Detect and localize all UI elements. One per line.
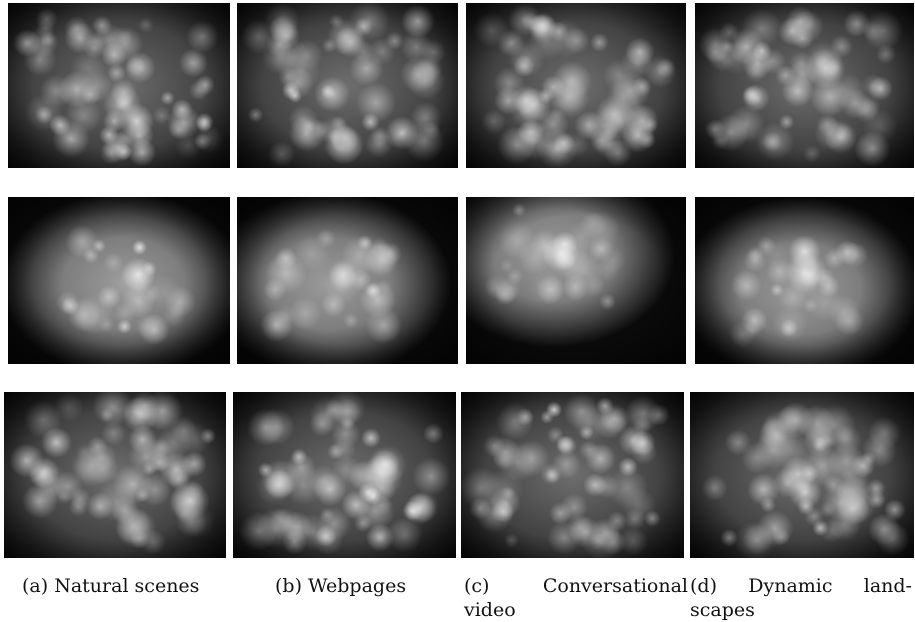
- caption-b-text: Webpages: [308, 575, 407, 597]
- caption-d-label: (d): [690, 575, 717, 597]
- caption-d-text-line2: scapes: [690, 599, 755, 621]
- heatmap-dynamic-landscapes-row-1: [695, 3, 914, 168]
- caption-a-label: (a): [22, 575, 49, 597]
- caption-c-text-line2: video: [464, 599, 516, 621]
- heatmap-conversational-video-row-3: [461, 392, 684, 558]
- heatmap-natural-scenes-row-2: [8, 197, 230, 364]
- caption-a-text: Natural scenes: [54, 575, 200, 597]
- caption-d: (d) Dynamic land- scapes: [690, 574, 912, 622]
- heatmap-dynamic-landscapes-row-3: [690, 392, 914, 558]
- caption-c: (c) Conversational video: [464, 574, 688, 622]
- heatmap-conversational-video-row-1: [466, 3, 686, 168]
- heatmap-natural-scenes-row-3: [4, 392, 226, 558]
- caption-b-label: (b): [275, 575, 302, 597]
- heatmap-webpages-row-1: [237, 3, 458, 168]
- caption-c-text: Conversational: [542, 575, 688, 597]
- caption-a: (a) Natural scenes: [22, 574, 199, 598]
- caption-c-label: (c): [464, 575, 490, 597]
- heatmap-natural-scenes-row-1: [8, 3, 230, 168]
- caption-d-text: Dynamic: [748, 575, 833, 597]
- heatmap-conversational-video-row-2: [466, 197, 686, 364]
- caption-d-text-end: land-: [863, 575, 912, 597]
- heatmap-dynamic-landscapes-row-2: [695, 197, 914, 364]
- caption-b: (b) Webpages: [275, 574, 406, 598]
- heatmap-webpages-row-2: [237, 197, 458, 364]
- heatmap-webpages-row-3: [233, 392, 456, 558]
